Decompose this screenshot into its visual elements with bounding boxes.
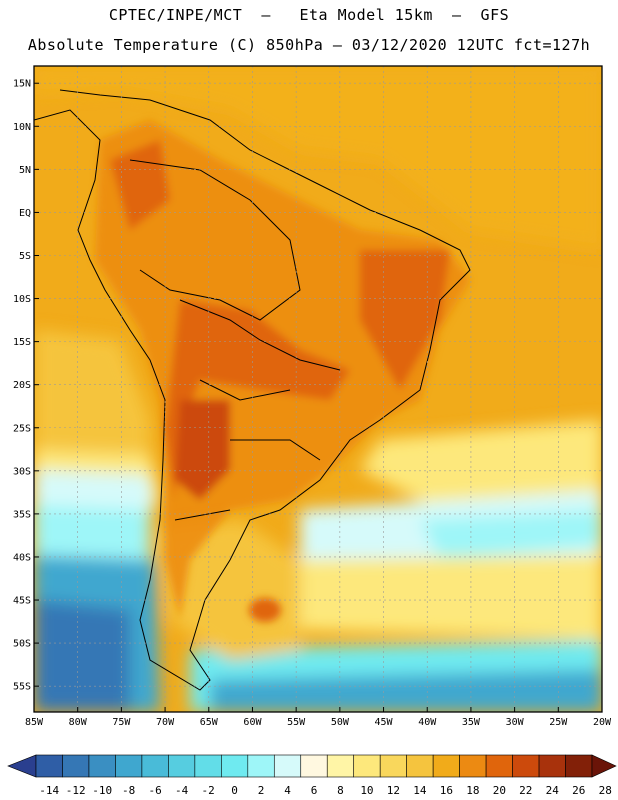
colorbar-swatch [247, 754, 275, 778]
field-south-blue [210, 670, 602, 712]
lon-label: 65W [200, 717, 219, 728]
lon-label: 20W [593, 717, 612, 728]
lat-label: 10N [13, 122, 31, 133]
lat-label: 15N [13, 79, 31, 90]
lat-label: 25S [13, 423, 31, 434]
title-line-1: CPTEC/INPE/MCT – Eta Model 15km – GFS [108, 6, 510, 24]
field-andes-hot [175, 400, 230, 500]
field-patagonia [160, 520, 300, 660]
colorbar-labels: -14 -12 -10 -8 -6 -4 -2 0 2 4 6 8 10 12 14 16 18 20 22 24 26… [39, 784, 612, 797]
colorbar-swatch [168, 754, 196, 778]
colorbar-swatch [62, 754, 90, 778]
longitude-labels: 85W 80W 75W 70W 65W 60W 55W 50W 45W 40W 35W 30W 25W 2… [25, 707, 612, 728]
field-pacific-cyan [34, 505, 150, 560]
title-line-2: Absolute Temperature (C) 850hPa – 03/12/… [27, 36, 591, 54]
coastline-south-america [34, 89, 471, 691]
lon-label: 25W [549, 717, 568, 728]
colorbar-swatch [221, 754, 249, 778]
temperature-field [34, 66, 602, 712]
map-frame [33, 65, 603, 713]
colorbar-swatch [459, 754, 487, 778]
colorbar-label: 26 [572, 784, 585, 797]
colorbar-label: -10 [92, 784, 112, 797]
colorbar-swatch [512, 754, 540, 778]
colorbar-swatch [538, 754, 566, 778]
colorbar-swatch [432, 754, 460, 778]
lon-label: 40W [418, 717, 437, 728]
field-atlantic-south [300, 555, 602, 640]
lat-label: 50S [13, 639, 31, 650]
colorbar-label: 4 [284, 784, 291, 797]
lon-label: 70W [156, 717, 175, 728]
lon-label: 85W [25, 717, 44, 728]
lon-label: 60W [243, 717, 262, 728]
lat-label: 45S [13, 596, 31, 607]
colorbar-label: -8 [122, 784, 135, 797]
colorbar-swatch [141, 754, 169, 778]
lat-label: 5S [19, 251, 31, 262]
colorbar-label: 14 [413, 784, 427, 797]
colorbar-label: -14 [39, 784, 59, 797]
colorbar-label: 28 [599, 784, 612, 797]
colorbar-label: 6 [311, 784, 318, 797]
colorbar-label: 22 [519, 784, 532, 797]
colorbar-label: 18 [466, 784, 479, 797]
colorbar-label: 12 [387, 784, 400, 797]
field-patagonia-spot [249, 598, 281, 622]
lat-label: 15S [13, 337, 31, 348]
colorbar-swatch [88, 754, 116, 778]
lat-label: 30S [13, 466, 31, 477]
lon-label: 55W [287, 717, 306, 728]
lat-label: EQ [19, 208, 31, 219]
coastlines [34, 89, 471, 691]
lat-label: 5N [19, 165, 31, 176]
lat-label: 55S [13, 682, 31, 693]
colorbar-swatch [379, 754, 407, 778]
colorbar-swatch [300, 754, 328, 778]
field-ne-brazil [360, 250, 450, 390]
colorbar-swatch [326, 754, 355, 778]
lat-label: 10S [13, 294, 31, 305]
colorbar-label: 8 [337, 784, 344, 797]
colorbar-label: -4 [175, 784, 189, 797]
lat-label: 35S [13, 509, 31, 520]
colorbar-swatch [115, 754, 143, 778]
field-interior-hot [165, 300, 350, 500]
lon-label: 35W [462, 717, 481, 728]
lon-label: 75W [112, 717, 131, 728]
colorbar-label: 20 [493, 784, 506, 797]
colorbar-swatch [353, 754, 381, 778]
lon-label: 50W [331, 717, 350, 728]
lon-label: 45W [375, 717, 394, 728]
colorbar-min-arrow [7, 754, 37, 778]
colorbar [7, 754, 617, 778]
colorbar-swatch [406, 754, 434, 778]
colorbar-label: 2 [258, 784, 265, 797]
field-north-ocean [34, 66, 602, 250]
lon-label: 30W [506, 717, 525, 728]
colorbar-label: 10 [360, 784, 373, 797]
lat-label: 20S [13, 380, 31, 391]
colorbar-swatch [273, 754, 302, 778]
colorbar-label: -6 [149, 784, 162, 797]
field-pacific-deep [34, 600, 130, 712]
latitude-labels: 15N 10N 5N EQ 5S 10S 15S 20S 25S 30S 35S 40S 45S 50S 5… [13, 79, 39, 693]
colorbar-swatch [565, 754, 593, 778]
colorbar-label: 0 [231, 784, 238, 797]
colorbar-swatch [35, 754, 63, 778]
colorbar-swatch [485, 754, 513, 778]
colorbar-label: 16 [440, 784, 453, 797]
colorbar-swatch [194, 754, 222, 778]
field-colombia [110, 140, 170, 230]
country-borders [129, 159, 341, 521]
field-pacific-pale [34, 470, 155, 515]
colorbar-label: 24 [546, 784, 560, 797]
field-atlantic-cyan [420, 510, 602, 560]
colorbar-label: -2 [201, 784, 214, 797]
colorbar-max-arrow [591, 754, 617, 778]
lon-label: 80W [69, 717, 88, 728]
colorbar-label: -12 [66, 784, 86, 797]
lat-label: 40S [13, 552, 31, 563]
